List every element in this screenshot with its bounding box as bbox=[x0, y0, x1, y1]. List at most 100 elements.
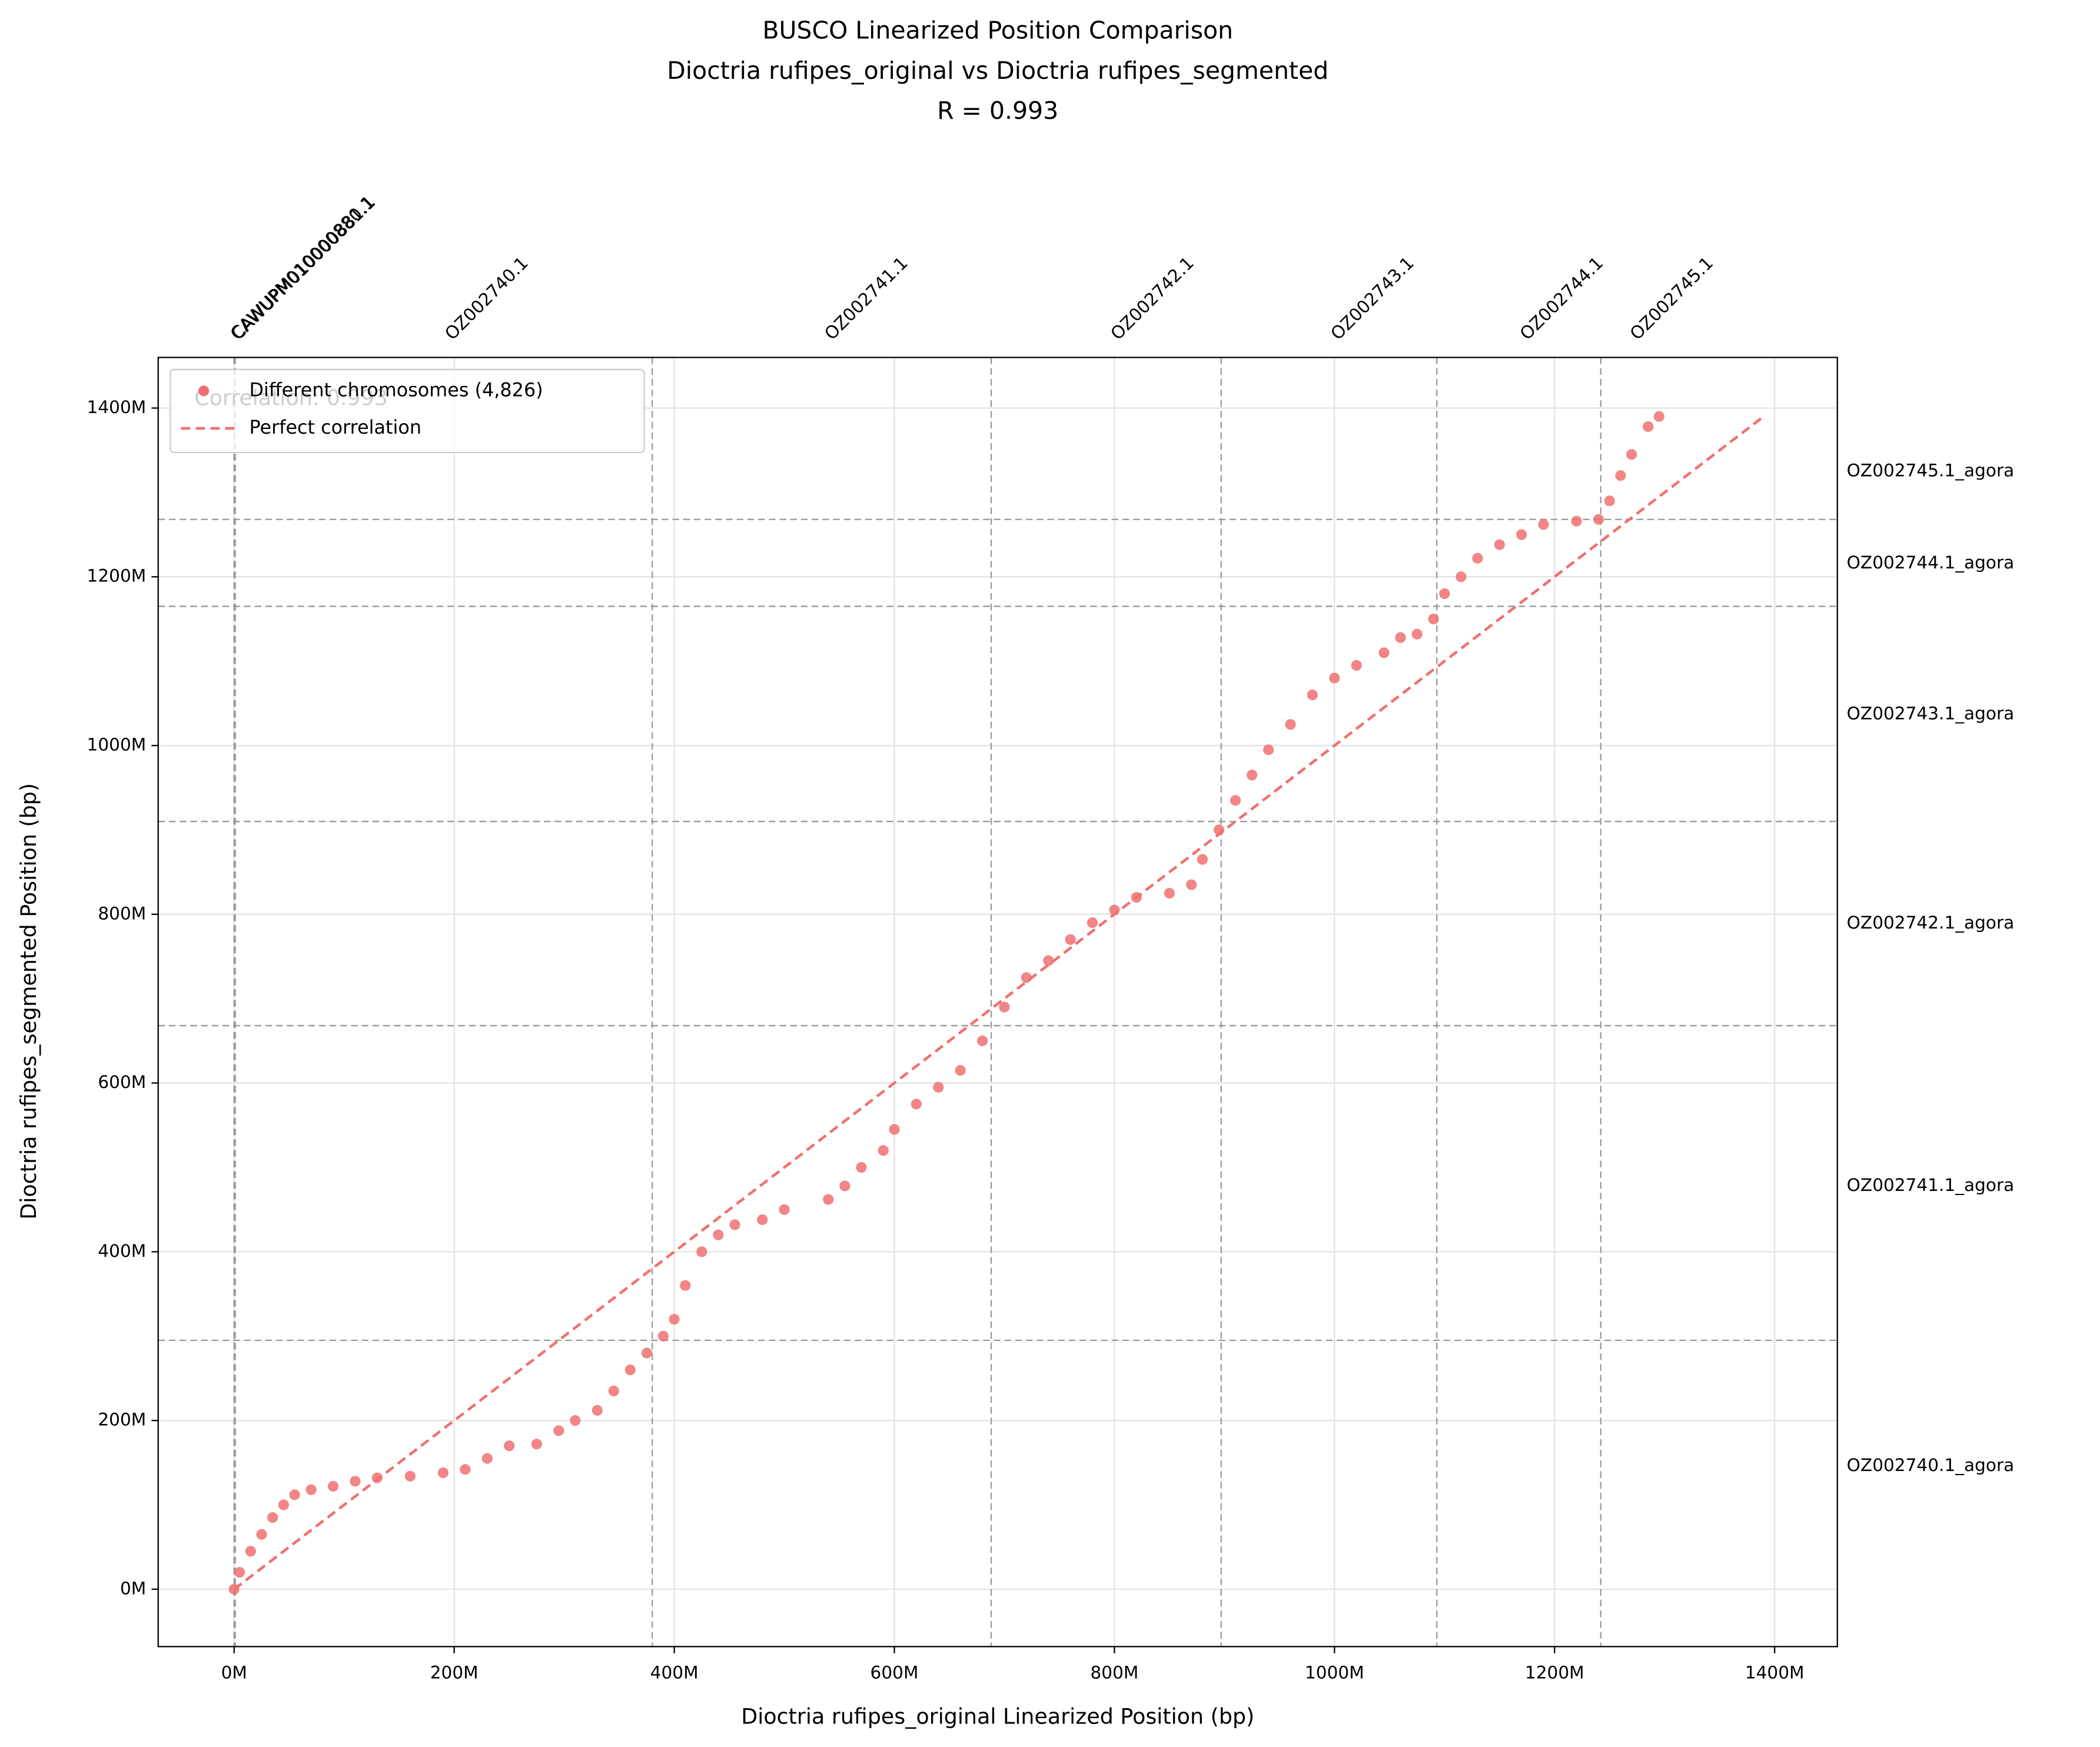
point bbox=[289, 1489, 300, 1500]
point bbox=[1247, 770, 1258, 781]
x-tick-label: 600M bbox=[870, 1662, 919, 1682]
point bbox=[1472, 553, 1483, 564]
point bbox=[856, 1162, 867, 1173]
chart-subtitle: Dioctria rufipes_original vs Dioctria ru… bbox=[667, 56, 1328, 85]
point bbox=[1378, 647, 1390, 658]
x-tick-label: 400M bbox=[650, 1662, 699, 1682]
point bbox=[823, 1194, 834, 1205]
point bbox=[999, 1001, 1010, 1013]
legend-marker bbox=[198, 385, 210, 397]
point bbox=[1494, 539, 1505, 550]
legend-label: Perfect correlation bbox=[249, 416, 421, 438]
chromosome-label: OZ002743.1_agora bbox=[1847, 703, 2015, 723]
point bbox=[1186, 879, 1197, 890]
point bbox=[669, 1313, 680, 1325]
point bbox=[404, 1470, 416, 1482]
x-tick-label: 800M bbox=[1090, 1662, 1138, 1682]
point bbox=[504, 1440, 515, 1452]
point bbox=[1285, 719, 1296, 730]
point bbox=[1065, 934, 1076, 945]
y-tick-label: 400M bbox=[98, 1241, 146, 1261]
chromosome-label: OZ002744.1_agora bbox=[1847, 553, 2015, 573]
point bbox=[1395, 632, 1406, 643]
y-tick-label: 200M bbox=[98, 1410, 146, 1430]
point bbox=[1021, 972, 1032, 983]
point bbox=[1428, 613, 1439, 625]
point bbox=[1086, 917, 1098, 929]
legend-box bbox=[170, 368, 645, 454]
y-tick-label: 600M bbox=[98, 1072, 146, 1092]
x-tick-label: 1000M bbox=[1305, 1662, 1364, 1682]
point bbox=[878, 1145, 889, 1156]
y-tick-label: 1400M bbox=[87, 397, 147, 417]
point bbox=[1329, 673, 1340, 684]
point bbox=[481, 1453, 493, 1464]
point bbox=[1043, 955, 1054, 966]
point bbox=[1604, 495, 1615, 507]
x-tick-label: 0M bbox=[221, 1662, 247, 1682]
point bbox=[955, 1064, 966, 1076]
point bbox=[839, 1180, 850, 1192]
point bbox=[1643, 421, 1654, 432]
point bbox=[933, 1082, 944, 1093]
y-axis-label: Dioctria rufipes_segmented Position (bp) bbox=[16, 783, 41, 1220]
point bbox=[553, 1425, 564, 1436]
point bbox=[1411, 628, 1423, 640]
point bbox=[1164, 887, 1175, 899]
point bbox=[1571, 515, 1582, 527]
y-tick-label: 0M bbox=[120, 1578, 146, 1598]
x-tick-label: 1400M bbox=[1745, 1662, 1805, 1682]
point bbox=[1263, 744, 1274, 756]
chart-subtitle: R = 0.993 bbox=[937, 96, 1058, 125]
point bbox=[641, 1347, 652, 1359]
point bbox=[1197, 854, 1208, 865]
y-tick-label: 800M bbox=[98, 903, 146, 923]
point bbox=[680, 1280, 691, 1291]
x-tick-label: 200M bbox=[430, 1662, 479, 1682]
x-axis-label: Dioctria rufipes_original Linearized Pos… bbox=[741, 1703, 1254, 1729]
point bbox=[624, 1364, 636, 1376]
point bbox=[713, 1229, 724, 1240]
point bbox=[1456, 571, 1467, 583]
chromosome-label: OZ002740.1_agora bbox=[1847, 1455, 2015, 1475]
point bbox=[1538, 519, 1549, 530]
point bbox=[757, 1214, 768, 1225]
point bbox=[1351, 660, 1362, 671]
point bbox=[911, 1099, 922, 1110]
point bbox=[256, 1529, 267, 1540]
legend-label: Different chromosomes (4,826) bbox=[249, 378, 543, 401]
point bbox=[350, 1476, 361, 1487]
point bbox=[889, 1124, 900, 1135]
chromosome-label: OZ002745.1_agora bbox=[1847, 461, 2015, 481]
point bbox=[234, 1567, 245, 1578]
point bbox=[1516, 529, 1527, 540]
point bbox=[1593, 514, 1604, 525]
point bbox=[608, 1385, 619, 1397]
reference-line bbox=[233, 415, 1765, 1590]
point bbox=[592, 1405, 603, 1416]
point bbox=[267, 1512, 278, 1523]
point bbox=[1230, 795, 1241, 806]
point bbox=[729, 1219, 740, 1230]
plot-frame bbox=[157, 357, 1838, 1648]
point bbox=[460, 1464, 471, 1475]
x-tick-label: 1200M bbox=[1525, 1662, 1584, 1682]
point bbox=[278, 1499, 290, 1510]
y-tick-label: 1000M bbox=[87, 735, 147, 755]
point bbox=[696, 1246, 707, 1257]
point bbox=[327, 1480, 339, 1492]
point bbox=[1439, 588, 1450, 600]
point bbox=[245, 1546, 256, 1557]
y-tick-label: 1200M bbox=[87, 566, 147, 586]
point bbox=[779, 1204, 790, 1215]
point bbox=[1653, 411, 1664, 422]
point bbox=[976, 1035, 988, 1046]
chromosome-label: OZ002742.1_agora bbox=[1847, 913, 2015, 933]
point bbox=[305, 1484, 317, 1495]
point bbox=[657, 1330, 669, 1342]
point bbox=[437, 1467, 449, 1479]
point bbox=[570, 1415, 581, 1426]
point bbox=[1626, 449, 1637, 460]
